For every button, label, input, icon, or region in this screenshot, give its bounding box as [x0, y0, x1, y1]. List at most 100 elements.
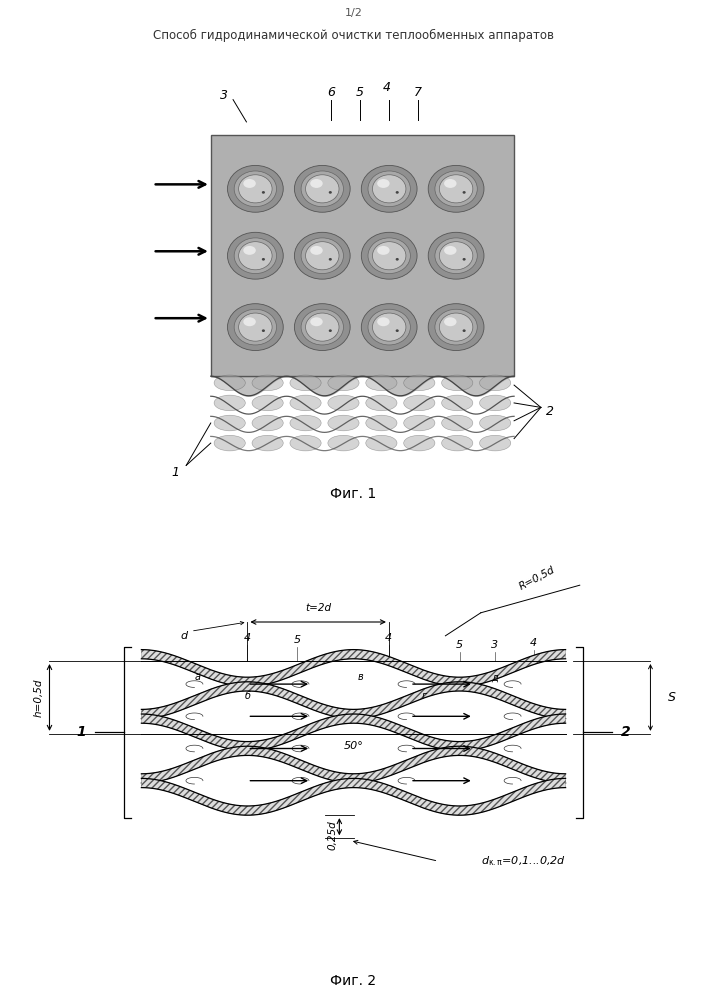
Ellipse shape [214, 375, 245, 391]
Ellipse shape [234, 238, 276, 274]
Text: R=0,5d: R=0,5d [518, 565, 557, 592]
Ellipse shape [214, 395, 245, 411]
Ellipse shape [234, 171, 276, 207]
Text: б: б [245, 691, 250, 701]
Text: 5: 5 [356, 86, 364, 99]
Ellipse shape [366, 395, 397, 411]
Ellipse shape [252, 435, 284, 451]
Ellipse shape [294, 304, 350, 351]
Ellipse shape [290, 375, 321, 391]
Ellipse shape [442, 415, 473, 431]
Ellipse shape [361, 232, 417, 279]
Ellipse shape [479, 415, 510, 431]
Text: г: г [421, 691, 427, 701]
Ellipse shape [245, 260, 270, 268]
Ellipse shape [462, 191, 466, 194]
Ellipse shape [428, 304, 484, 351]
Ellipse shape [361, 304, 417, 351]
Ellipse shape [479, 395, 510, 411]
Ellipse shape [305, 242, 339, 270]
Ellipse shape [444, 246, 457, 255]
Ellipse shape [290, 395, 321, 411]
Text: d: d [180, 631, 187, 641]
Ellipse shape [328, 395, 359, 411]
Ellipse shape [439, 313, 473, 341]
Ellipse shape [446, 193, 471, 201]
Text: 7: 7 [414, 86, 422, 99]
Ellipse shape [328, 435, 359, 451]
Ellipse shape [243, 317, 256, 326]
Ellipse shape [312, 260, 337, 268]
Text: 1: 1 [171, 466, 179, 479]
Ellipse shape [329, 258, 332, 261]
Ellipse shape [301, 171, 344, 207]
Text: 4: 4 [244, 633, 251, 643]
Ellipse shape [366, 375, 397, 391]
Ellipse shape [301, 309, 344, 345]
Ellipse shape [396, 191, 399, 194]
Ellipse shape [305, 313, 339, 341]
Text: S: S [667, 691, 676, 704]
Ellipse shape [262, 329, 265, 332]
Ellipse shape [442, 435, 473, 451]
Text: 3: 3 [220, 89, 228, 102]
Ellipse shape [442, 375, 473, 391]
Ellipse shape [373, 175, 406, 203]
Text: д: д [491, 672, 498, 682]
Text: a: a [195, 672, 201, 682]
Ellipse shape [252, 395, 284, 411]
Text: Фиг. 2: Фиг. 2 [330, 974, 377, 988]
Ellipse shape [243, 179, 256, 188]
Ellipse shape [396, 258, 399, 261]
Ellipse shape [435, 238, 477, 274]
Ellipse shape [444, 179, 457, 188]
Ellipse shape [294, 165, 350, 212]
Ellipse shape [290, 435, 321, 451]
Ellipse shape [404, 395, 435, 411]
Ellipse shape [310, 317, 322, 326]
Text: 5: 5 [293, 635, 300, 645]
Ellipse shape [252, 375, 284, 391]
Polygon shape [211, 135, 514, 376]
Ellipse shape [228, 232, 284, 279]
Ellipse shape [366, 415, 397, 431]
Ellipse shape [262, 191, 265, 194]
Ellipse shape [245, 331, 270, 339]
Ellipse shape [379, 193, 404, 201]
Text: 2: 2 [546, 405, 554, 418]
Text: 0,25d: 0,25d [327, 821, 337, 850]
Ellipse shape [444, 317, 457, 326]
Ellipse shape [361, 165, 417, 212]
Ellipse shape [479, 435, 510, 451]
Text: 4: 4 [530, 638, 537, 648]
Ellipse shape [462, 329, 466, 332]
Text: 2: 2 [621, 725, 631, 739]
Ellipse shape [294, 232, 350, 279]
Ellipse shape [404, 435, 435, 451]
Text: 4: 4 [385, 633, 392, 643]
Ellipse shape [368, 309, 410, 345]
Ellipse shape [377, 179, 390, 188]
Ellipse shape [379, 260, 404, 268]
Ellipse shape [396, 329, 399, 332]
Ellipse shape [439, 175, 473, 203]
Ellipse shape [310, 179, 322, 188]
Ellipse shape [428, 165, 484, 212]
Ellipse shape [239, 175, 272, 203]
Text: Фиг. 1: Фиг. 1 [330, 487, 377, 501]
Text: 3: 3 [491, 640, 498, 650]
Ellipse shape [214, 415, 245, 431]
Ellipse shape [239, 313, 272, 341]
Text: 6: 6 [327, 86, 335, 99]
Ellipse shape [462, 258, 466, 261]
Text: 5: 5 [456, 640, 463, 650]
Text: в: в [358, 672, 363, 682]
Text: t=2d: t=2d [305, 603, 331, 613]
Ellipse shape [312, 193, 337, 201]
Ellipse shape [234, 309, 276, 345]
Ellipse shape [239, 242, 272, 270]
Ellipse shape [329, 329, 332, 332]
Ellipse shape [435, 171, 477, 207]
Ellipse shape [228, 304, 284, 351]
Ellipse shape [479, 375, 510, 391]
